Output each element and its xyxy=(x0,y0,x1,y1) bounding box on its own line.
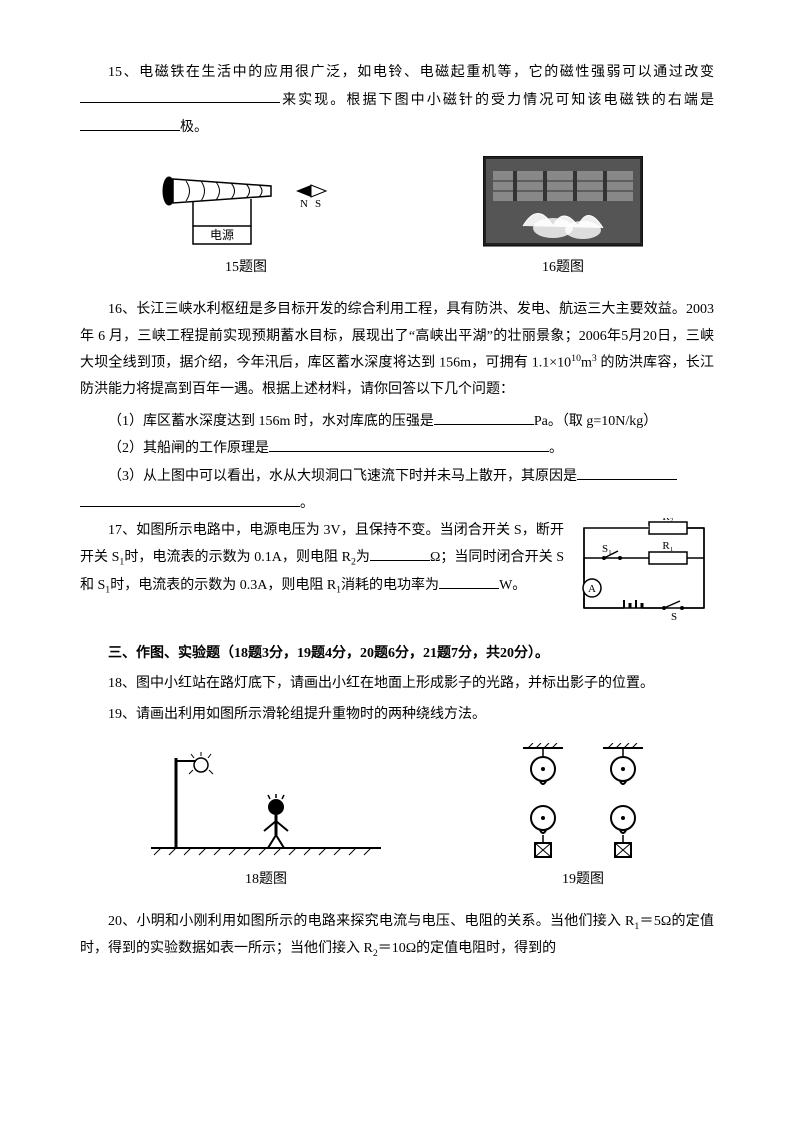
q16-unit-m: m xyxy=(581,356,592,371)
q18-q19-figures: 18题图 xyxy=(80,743,714,894)
pulley-bottom-1 xyxy=(518,803,568,863)
q16-exp: 10 xyxy=(571,353,581,364)
q16-sub3: （3）从上图中可以看出，水从大坝洞口飞速流下时并未马上散开，其原因是 xyxy=(80,463,714,490)
q15-q16-figures: 电源 N S 15题图 16题图 xyxy=(80,156,714,282)
q17-wrapper: R₂ S₁ R₁ A S 1 xyxy=(80,518,714,601)
q19-caption: 19题图 xyxy=(562,867,604,894)
q18-figure: 18题图 xyxy=(146,743,386,894)
q17-circuit: R₂ S₁ R₁ A S xyxy=(574,518,714,623)
q16-sub2: （2）其船闸的工作原理是。 xyxy=(80,435,714,462)
q16-sub1-blank xyxy=(434,408,534,425)
q17-blank-1 xyxy=(370,544,430,561)
svg-text:S: S xyxy=(671,611,677,623)
q18-caption: 18题图 xyxy=(245,867,287,894)
q16-sub2-blank xyxy=(269,435,549,452)
q20-paragraph: 20、小明和小刚利用如图所示的电路来探究电流与电压、电阻的关系。当他们接入 R1… xyxy=(80,909,714,964)
pulley-bottom-2 xyxy=(598,803,648,863)
q15-paragraph: 15、电磁铁在生活中的应用很广泛，如电铃、电磁起重机等，它的磁性强弱可以通过改变… xyxy=(80,60,714,141)
svg-text:R₁: R₁ xyxy=(662,540,673,552)
section-3-title: 三、作图、实验题（18题3分，19题4分，20题6分，21题7分，共20分）。 xyxy=(80,641,714,668)
q18-text: 18、图中小红站在路灯底下，请画出小红在地面上形成影子的光路，并标出影子的位置。 xyxy=(80,671,714,698)
pulley-top-2 xyxy=(598,743,648,793)
q19-text: 19、请画出利用如图所示滑轮组提升重物时的两种绕线方法。 xyxy=(80,702,714,729)
q15-text-1: 15、电磁铁在生活中的应用很广泛，如电铃、电磁起重机等，它的磁性强弱可以通过改变 xyxy=(108,65,714,80)
q15-blank-2 xyxy=(80,114,180,131)
dam-image xyxy=(483,156,643,251)
pulley-set-2 xyxy=(598,743,648,863)
q16-sub3-blank2 xyxy=(80,490,300,507)
svg-text:A: A xyxy=(588,583,596,595)
q15-figure: 电源 N S 15题图 xyxy=(151,161,341,282)
streetlight-diagram xyxy=(146,743,386,863)
q15-caption: 15题图 xyxy=(225,255,267,282)
q16-caption: 16题图 xyxy=(542,255,584,282)
q16-figure: 16题图 xyxy=(483,156,643,282)
q16-sub3-line2: 。 xyxy=(80,490,714,517)
svg-text:R₂: R₂ xyxy=(662,518,673,523)
svg-text:S₁: S₁ xyxy=(602,543,612,555)
q15-text-2: 来实现。根据下图中小磁针的受力情况可知该电磁铁的右端是 xyxy=(280,92,714,107)
q15-text-3: 极。 xyxy=(180,120,208,135)
svg-text:N: N xyxy=(300,198,308,210)
q19-figure: 19题图 xyxy=(518,743,648,894)
q16-sub3-blank xyxy=(577,463,677,480)
q15-blank-1 xyxy=(80,87,280,104)
electromagnet-diagram: 电源 N S xyxy=(151,161,341,251)
svg-text:S: S xyxy=(315,198,321,210)
pulley-top-1 xyxy=(518,743,568,793)
q16-sub1: （1）库区蓄水深度达到 156m 时，水对库底的压强是Pa。（取 g=10N/k… xyxy=(80,408,714,435)
pulley-set-1 xyxy=(518,743,568,863)
power-label: 电源 xyxy=(210,228,234,242)
q16-paragraph: 16、长江三峡水利枢纽是多目标开发的综合利用工程，具有防洪、发电、航运三大主要效… xyxy=(80,297,714,404)
q17-blank-2 xyxy=(439,572,499,589)
